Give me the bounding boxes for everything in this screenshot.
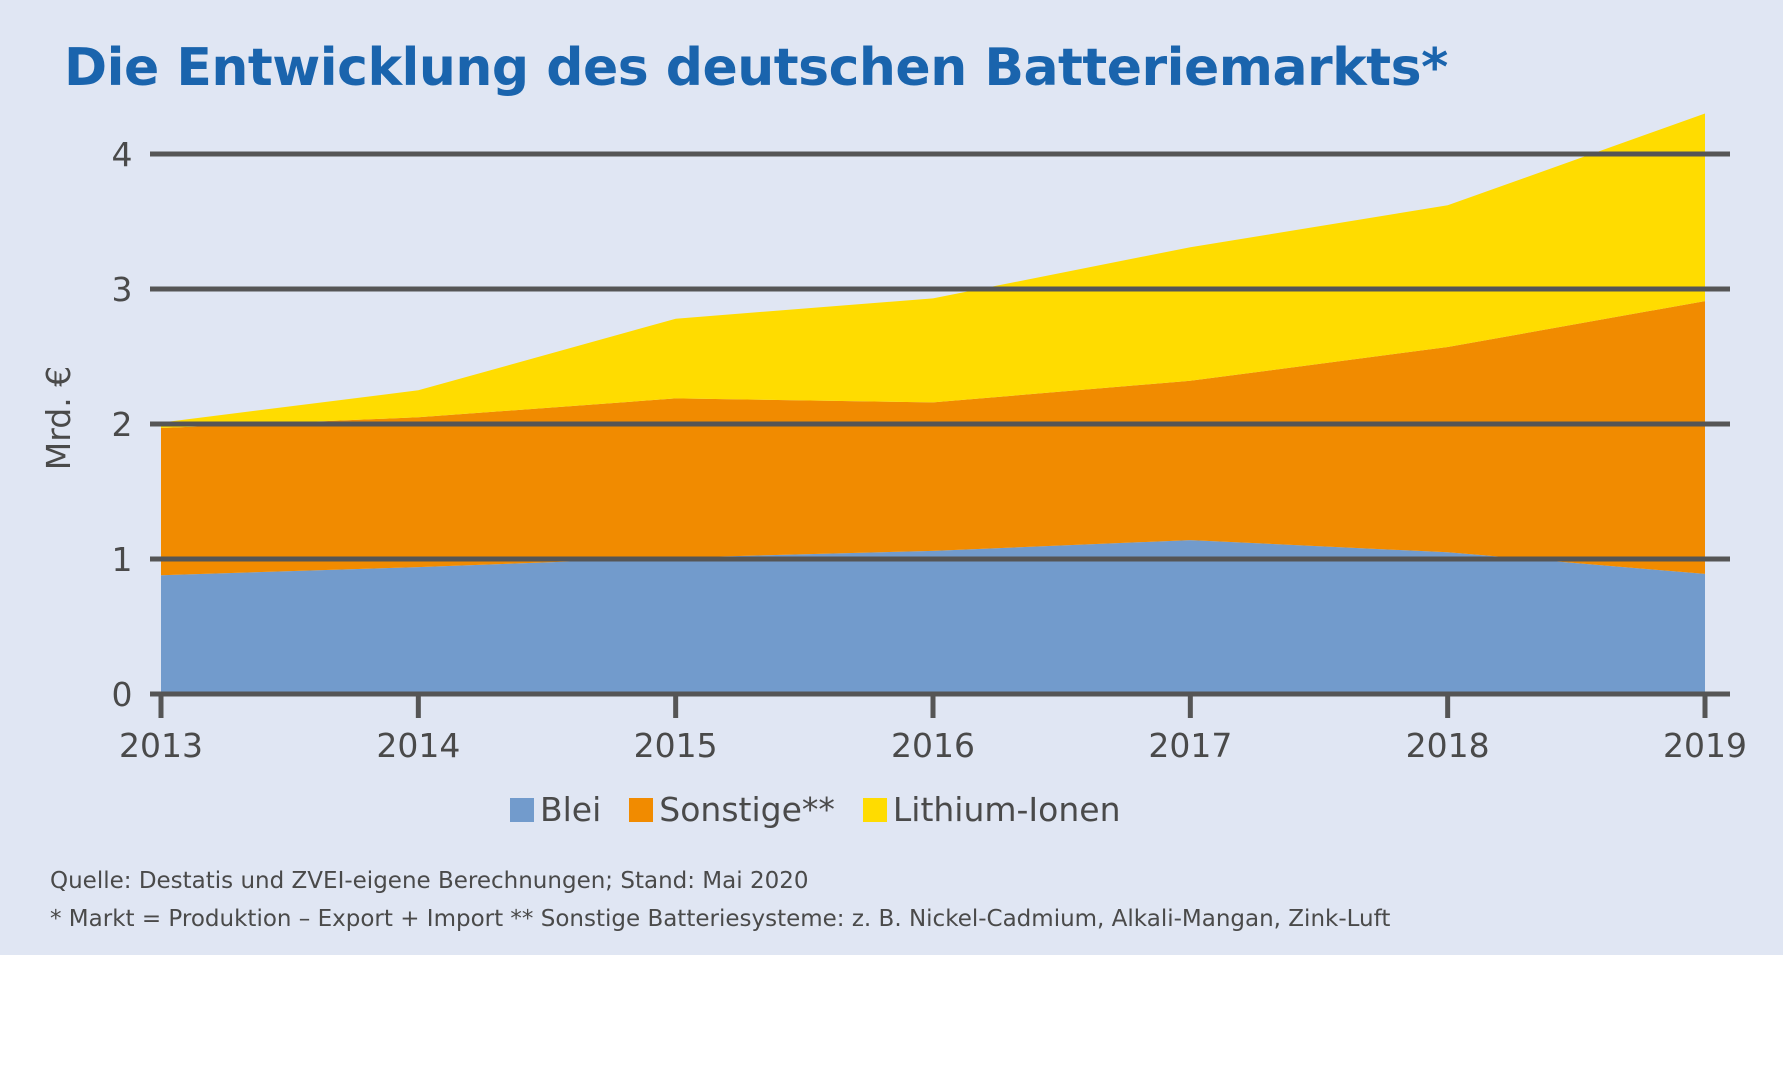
x-tick-label: 2017 [1148, 726, 1232, 765]
area-chart: 0 1 2 3 4 2013 2014 2015 2016 2017 2018 2019 Mrd. … [39, 113, 1747, 765]
legend-item-blei: Blei [510, 790, 601, 829]
legend-swatch-lithium [862, 797, 887, 822]
y-axis-label: Mrd. € [39, 366, 78, 470]
x-tick-label: 2018 [1406, 726, 1490, 765]
chart-card: Die Entwicklung des deutschen Batteriema… [0, 0, 1783, 955]
y-tick-labels: 0 1 2 3 4 [112, 135, 133, 714]
legend-label-lithium: Lithium-Ionen [892, 790, 1121, 829]
area-sonstige [161, 301, 1705, 576]
x-tick-label: 2014 [376, 726, 460, 765]
y-tick-label: 1 [112, 540, 133, 579]
area-lithium [161, 113, 1705, 428]
area-blei [161, 540, 1705, 694]
source-note: Quelle: Destatis und ZVEI-eigene Berechn… [50, 868, 809, 894]
legend-swatch-blei [510, 797, 534, 822]
chart-title: Die Entwicklung des deutschen Batteriema… [64, 38, 1448, 98]
legend-label-blei: Blei [540, 790, 602, 829]
x-axis [150, 691, 1730, 718]
legend: Blei Sonstige** Lithium-Ionen [510, 790, 1149, 829]
x-tick-labels: 2013 2014 2015 2016 2017 2018 2019 [119, 726, 1747, 765]
legend-item-lithium: Lithium-Ionen [862, 790, 1121, 829]
y-tick-label: 3 [112, 270, 133, 309]
y-tick-label: 4 [112, 135, 133, 174]
x-tick-label: 2013 [119, 726, 203, 765]
x-tick-label: 2019 [1663, 726, 1747, 765]
gridlines [150, 151, 1730, 562]
area-series-group [161, 113, 1705, 694]
x-tick-label: 2015 [634, 726, 718, 765]
legend-item-sonstige: Sonstige** [629, 790, 835, 829]
legend-label-sonstige: Sonstige** [659, 790, 835, 829]
footnote: * Markt = Produktion – Export + Import *… [50, 906, 1391, 932]
legend-swatch-sonstige [629, 797, 654, 822]
y-tick-label: 0 [112, 675, 133, 714]
source-notes: Quelle: Destatis und ZVEI-eigene Berechn… [50, 862, 1390, 938]
y-tick-label: 2 [112, 405, 133, 444]
x-tick-label: 2016 [891, 726, 975, 765]
